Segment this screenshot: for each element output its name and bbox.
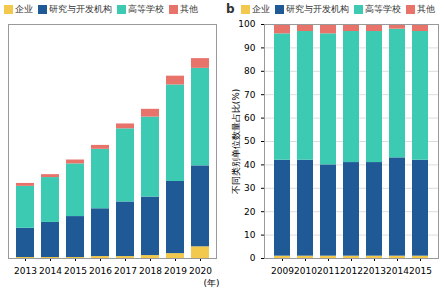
svg-text:50: 50 [244, 136, 256, 146]
html-text:b: b [226, 2, 235, 16]
svg-text:2010: 2010 [294, 266, 317, 276]
svg-text:40: 40 [244, 160, 256, 170]
svg-text:30: 30 [244, 183, 256, 193]
svg-text:2018: 2018 [139, 266, 162, 276]
svg-text:90: 90 [244, 43, 256, 53]
svg-text:2015: 2015 [64, 266, 87, 276]
svg-text:2020: 2020 [189, 266, 212, 276]
svg-text:2014: 2014 [39, 266, 62, 276]
svg-text:2019: 2019 [164, 266, 187, 276]
svg-text:70: 70 [244, 90, 256, 100]
html-text:企业: 企业 [251, 3, 270, 14]
html-text:高等学校: 高等学校 [364, 3, 401, 14]
svg-text:0: 0 [250, 253, 256, 263]
svg-text:80: 80 [244, 66, 256, 76]
html-text:研究与开发机构: 研究与开发机构 [285, 3, 349, 14]
svg-text:2013: 2013 [363, 266, 386, 276]
html-text:高等学校: 高等学校 [128, 3, 164, 14]
html-text:企业: 企业 [15, 3, 33, 14]
svg-text:2012: 2012 [340, 266, 363, 276]
svg-text:20: 20 [244, 207, 256, 217]
svg-text:2014: 2014 [386, 266, 409, 276]
svg-text:2011: 2011 [317, 266, 340, 276]
svg-text:2016: 2016 [89, 266, 112, 276]
svg-text:2009: 2009 [271, 266, 294, 276]
svg-text:2013: 2013 [14, 266, 37, 276]
svg-text:10: 10 [244, 230, 256, 240]
svg-text:2017: 2017 [114, 266, 137, 276]
svg-text:2015: 2015 [409, 266, 432, 276]
html-text:研究与开发机构: 研究与开发机构 [49, 3, 112, 14]
svg-text:60: 60 [244, 113, 256, 123]
html-text:其他: 其他 [180, 3, 198, 14]
svg-text:不同类别单位数量占比(%): 不同类别单位数量占比(%) [231, 89, 241, 195]
html-text:其他: 其他 [416, 3, 435, 14]
svg-text:(年): (年) [203, 278, 219, 288]
svg-text:100: 100 [238, 19, 255, 29]
